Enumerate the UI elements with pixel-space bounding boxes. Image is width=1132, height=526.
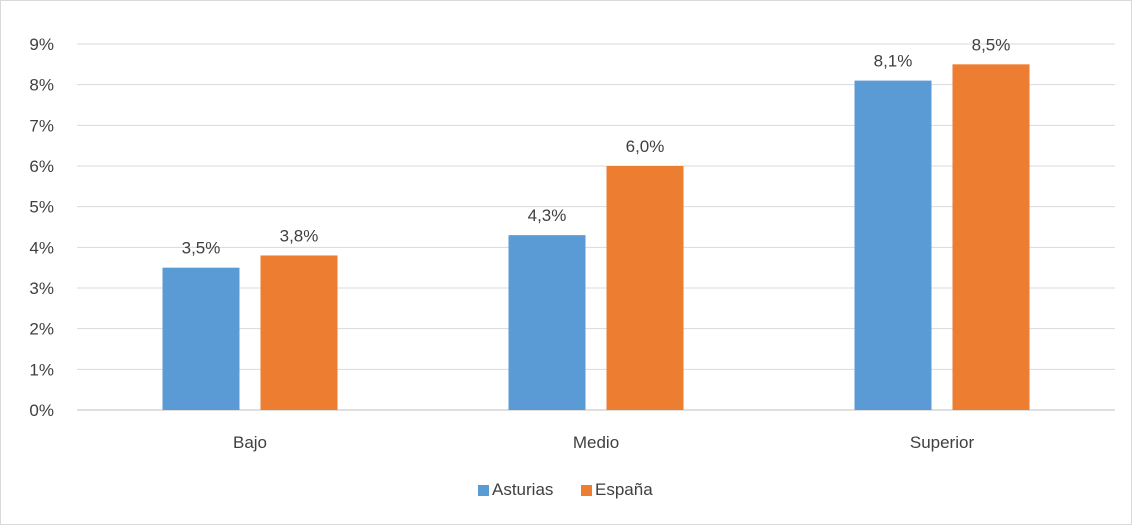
category-label: Bajo bbox=[233, 433, 267, 452]
y-tick-label: 5% bbox=[29, 198, 54, 217]
bar-españa-superior bbox=[952, 64, 1030, 411]
x-axis-categories: Bajo Medio Superior bbox=[233, 433, 974, 452]
legend-swatch-asturias bbox=[478, 485, 489, 496]
category-label: Superior bbox=[910, 433, 975, 452]
legend-swatch-españa bbox=[581, 485, 592, 496]
data-label: 8,1% bbox=[874, 52, 913, 71]
bar-españa-bajo bbox=[260, 255, 338, 410]
bar-españa-medio bbox=[606, 166, 684, 410]
data-label: 8,5% bbox=[972, 35, 1011, 54]
y-tick-label: 7% bbox=[29, 116, 54, 135]
legend-label: Asturias bbox=[492, 480, 553, 499]
data-label: 4,3% bbox=[528, 206, 567, 225]
data-label: 3,8% bbox=[280, 226, 319, 245]
bar-asturias-bajo bbox=[162, 267, 240, 410]
data-labels: 3,5% 3,8% 4,3% 6,0% 8,1% 8,5% bbox=[182, 35, 1011, 257]
y-tick-label: 8% bbox=[29, 76, 54, 95]
y-axis-ticks: 0% 1% 2% 3% 4% 5% 6% 7% 8% 9% bbox=[29, 35, 54, 420]
y-tick-label: 3% bbox=[29, 279, 54, 298]
bar-asturias-superior bbox=[854, 80, 932, 410]
legend-label: España bbox=[595, 480, 653, 499]
category-label: Medio bbox=[573, 433, 619, 452]
legend: Asturias España bbox=[478, 480, 653, 499]
data-label: 3,5% bbox=[182, 239, 221, 258]
bars bbox=[162, 64, 1030, 411]
gridlines bbox=[77, 43, 1115, 411]
bar-asturias-medio bbox=[508, 235, 586, 410]
y-tick-label: 6% bbox=[29, 157, 54, 176]
data-label: 6,0% bbox=[626, 137, 665, 156]
y-tick-label: 0% bbox=[29, 401, 54, 420]
y-tick-label: 1% bbox=[29, 360, 54, 379]
y-tick-label: 4% bbox=[29, 238, 54, 257]
y-tick-label: 9% bbox=[29, 35, 54, 54]
y-tick-label: 2% bbox=[29, 320, 54, 339]
